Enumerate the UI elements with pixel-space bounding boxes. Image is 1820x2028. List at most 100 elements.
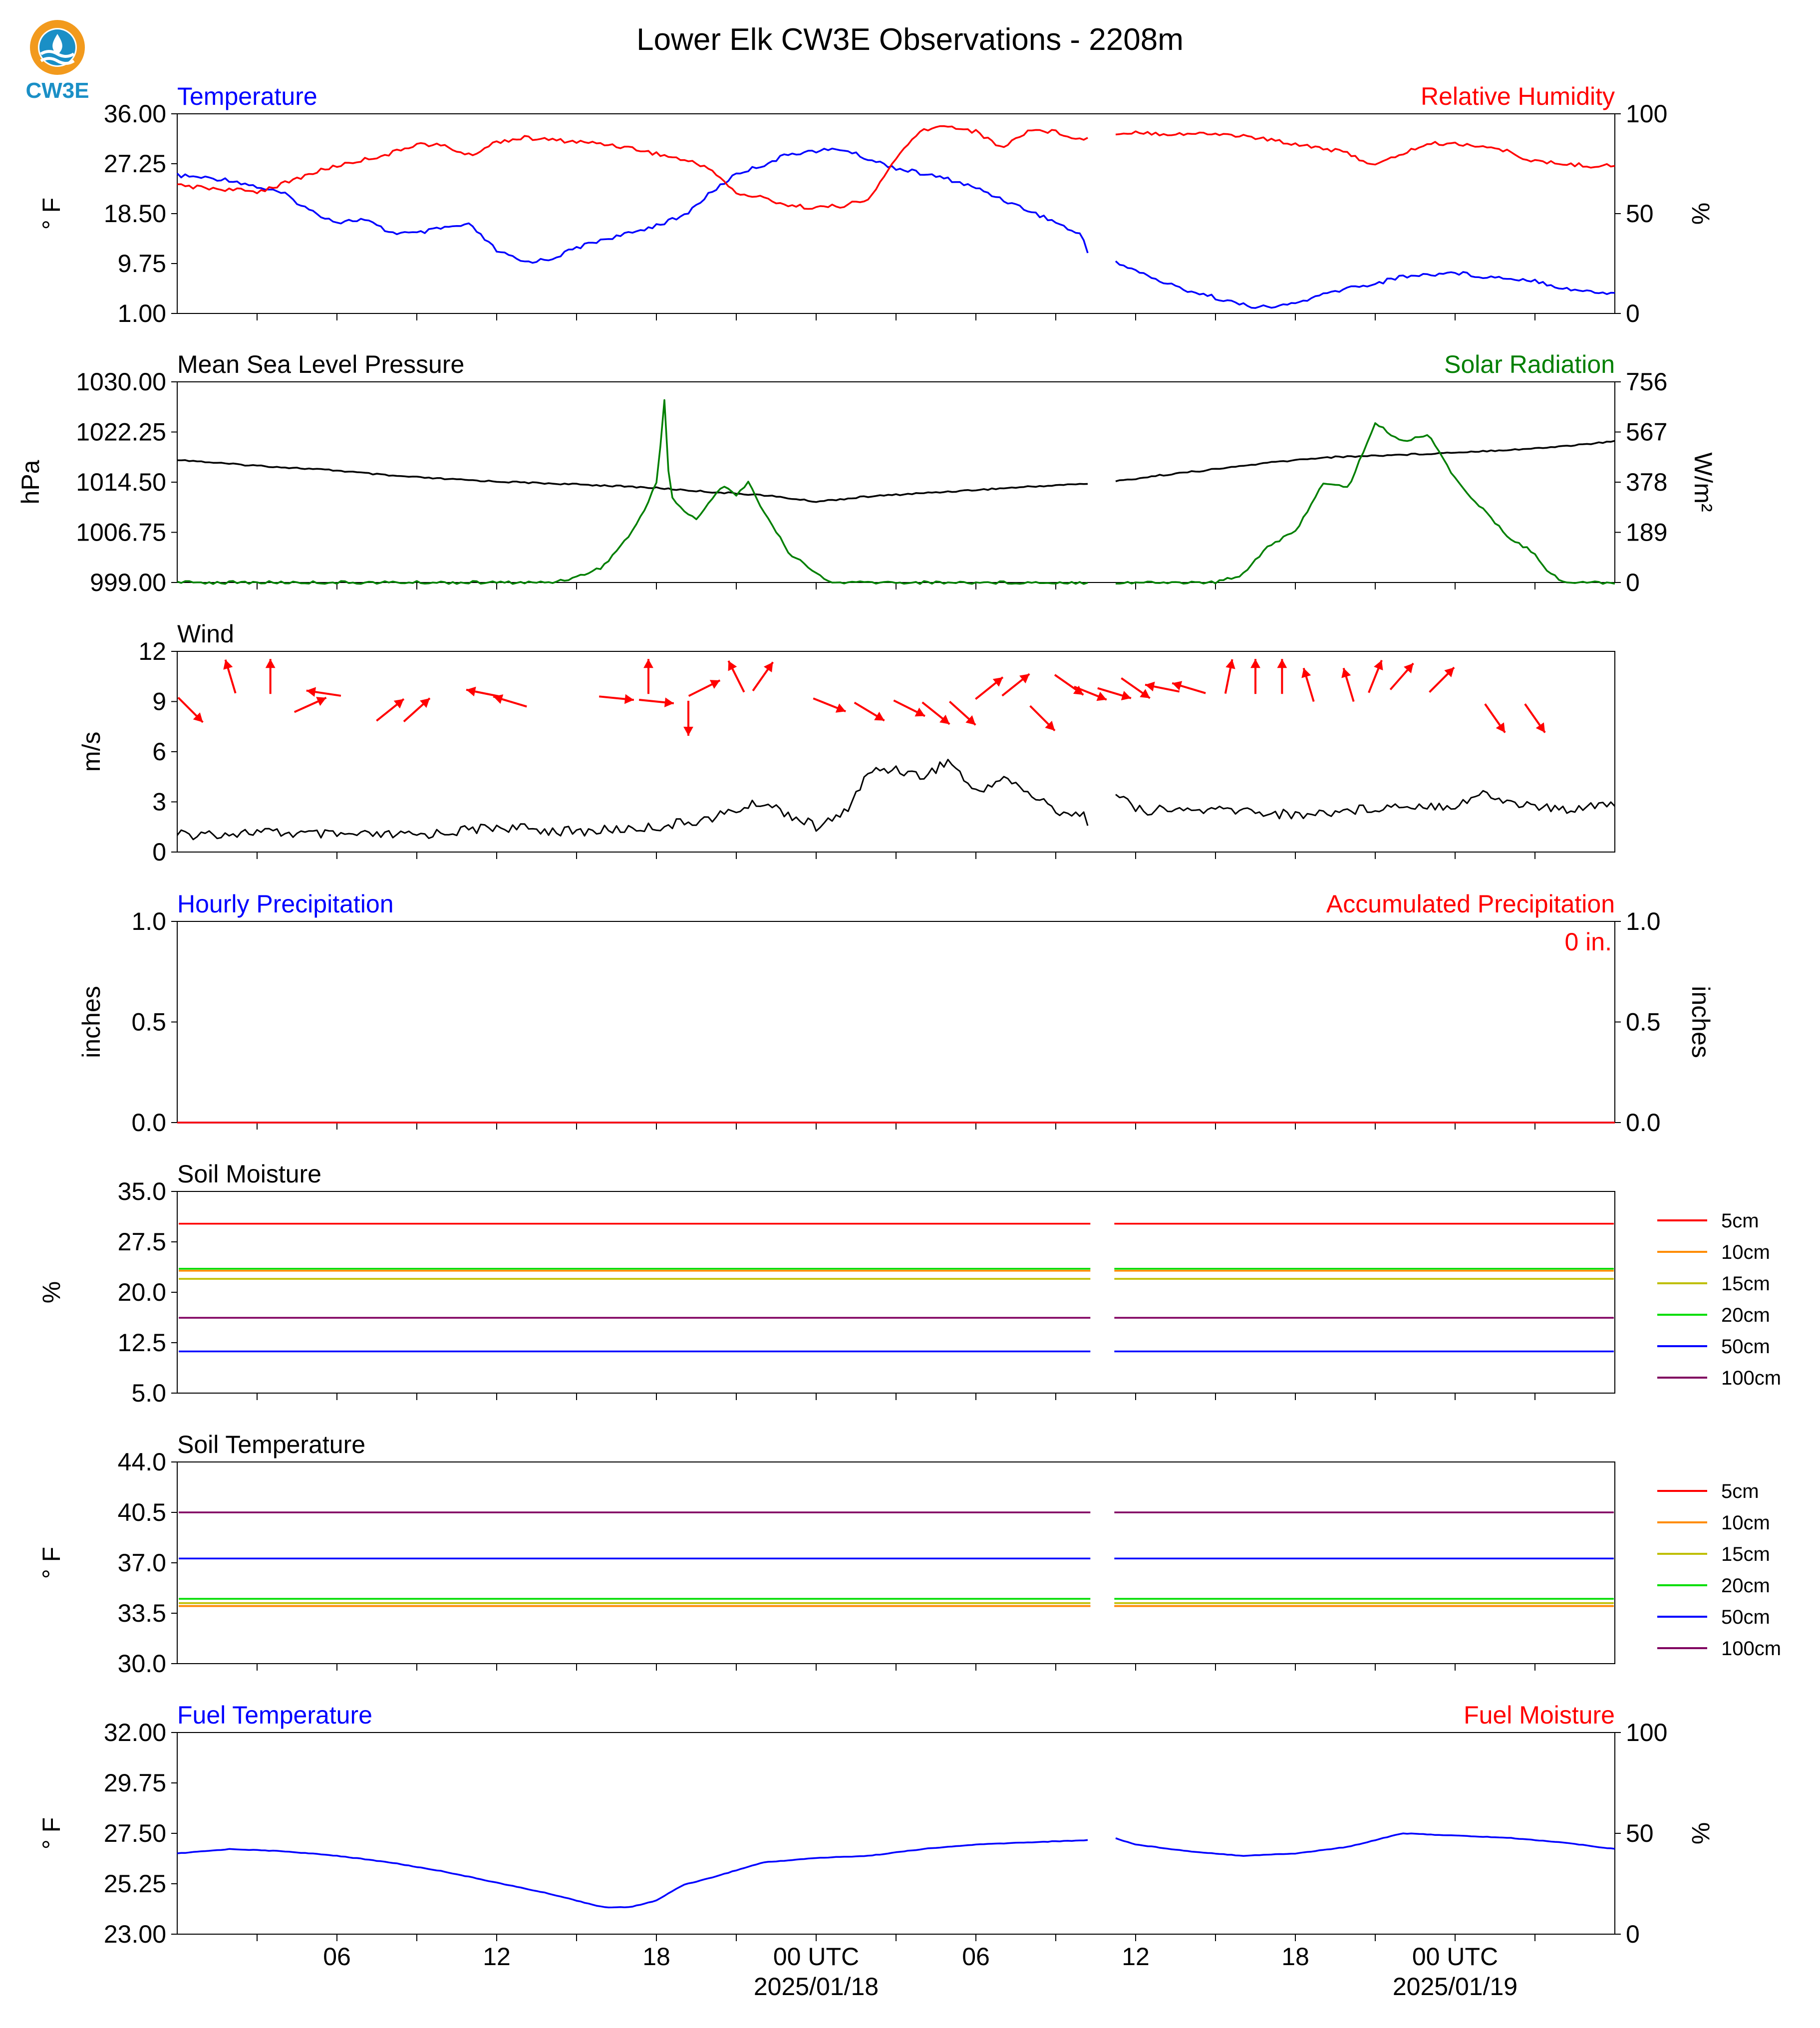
series-line bbox=[176, 147, 1615, 309]
y-tick-label-left: 23.00 bbox=[104, 1920, 166, 1948]
y-tick-label-left: 30.0 bbox=[118, 1650, 166, 1678]
y-tick-label-left: 9 bbox=[152, 688, 166, 716]
y-tick-label-left: 27.25 bbox=[104, 150, 166, 178]
series-line bbox=[177, 399, 1615, 585]
legend-label: 10cm bbox=[1721, 1512, 1770, 1534]
x-tick-label: 06 bbox=[323, 1943, 351, 1971]
y-tick-label-left: 18.50 bbox=[104, 200, 166, 228]
y-tick-label-left: 6 bbox=[152, 738, 166, 766]
chart-panel-1: Temperature Relative Humidity 1.00 9.75 18.5… bbox=[37, 82, 1715, 327]
wind-arrow-head bbox=[1496, 722, 1506, 733]
wind-arrow-head bbox=[1404, 663, 1414, 673]
series-line bbox=[177, 125, 1615, 210]
wind-arrow-head bbox=[643, 659, 653, 668]
legend-label: 100cm bbox=[1721, 1367, 1781, 1389]
wind-arrow-head bbox=[965, 715, 976, 725]
x-tick-label: 18 bbox=[642, 1943, 670, 1971]
y-tick-label-left: 36.00 bbox=[104, 100, 166, 128]
wind-arrow-head bbox=[939, 714, 950, 724]
y-axis-label-left: inches bbox=[77, 986, 105, 1058]
y-tick-label-left: 9.75 bbox=[118, 250, 166, 278]
y-axis-label-left: % bbox=[37, 1281, 65, 1303]
wind-arrow-head bbox=[265, 659, 276, 668]
y-tick-label-left: 1030.00 bbox=[76, 368, 166, 396]
wind-arrow-head bbox=[1444, 667, 1455, 677]
wind-arrow-head bbox=[1535, 722, 1545, 733]
y-tick-label-left: 29.75 bbox=[104, 1769, 166, 1797]
y-tick-label-left: 40.5 bbox=[118, 1498, 166, 1526]
y-axis-label-left: hPa bbox=[16, 460, 44, 504]
accumulated-precip-annotation: 0 in. bbox=[1564, 928, 1612, 956]
panel-title-right: Accumulated Precipitation bbox=[1326, 890, 1615, 918]
legend-label: 5cm bbox=[1721, 1480, 1759, 1502]
wind-arrow-head bbox=[683, 727, 693, 736]
chart-panel-6: Soil Temperature 30.0 33.5 37.0 40.5 44.0 ° F 5… bbox=[37, 1431, 1781, 1678]
wind-arrow-head bbox=[664, 697, 674, 708]
y-tick-label-right: 100 bbox=[1626, 100, 1667, 128]
legend-label: 15cm bbox=[1721, 1273, 1770, 1295]
wind-arrow-head bbox=[223, 659, 233, 670]
y-tick-label-left: 12.5 bbox=[118, 1329, 166, 1357]
panel-title-left: Soil Temperature bbox=[177, 1431, 365, 1458]
y-axis-label-left: ° F bbox=[37, 198, 65, 230]
wind-arrow-head bbox=[1145, 681, 1155, 692]
legend-label: 10cm bbox=[1721, 1241, 1770, 1263]
panel-title-left: Soil Moisture bbox=[177, 1160, 321, 1188]
y-tick-label-left: 12 bbox=[138, 637, 166, 665]
series-line bbox=[176, 759, 1616, 841]
x-date-label: 2025/01/18 bbox=[754, 1973, 879, 2001]
chart-panel-3: Wind 0 3 6 9 12 m/s bbox=[77, 620, 1616, 866]
chart-panel-2: Mean Sea Level Pressure Solar Radiation 99… bbox=[16, 350, 1717, 596]
wind-arrow-head bbox=[316, 697, 326, 706]
y-tick-label-left: 25.25 bbox=[104, 1870, 166, 1898]
wind-arrow-head bbox=[624, 694, 634, 704]
y-tick-label-left: 3 bbox=[152, 788, 166, 816]
y-tick-label-left: 0.5 bbox=[131, 1008, 166, 1036]
logo-text: CW3E bbox=[25, 78, 89, 103]
figure-title: Lower Elk CW3E Observations - 2208m bbox=[636, 22, 1184, 57]
panel-title-left: Fuel Temperature bbox=[177, 1701, 372, 1729]
wind-arrow-head bbox=[1277, 659, 1287, 668]
y-tick-label-left: 32.00 bbox=[104, 1719, 166, 1746]
y-tick-label-right: 0.5 bbox=[1626, 1008, 1661, 1036]
wind-arrow-head bbox=[1096, 691, 1107, 701]
legend-label: 20cm bbox=[1721, 1575, 1770, 1597]
y-axis-label-left: m/s bbox=[77, 732, 105, 772]
panel-title-right: Relative Humidity bbox=[1421, 82, 1615, 110]
panel-title-left: Mean Sea Level Pressure bbox=[177, 350, 464, 378]
y-tick-label-right: 1.0 bbox=[1626, 907, 1661, 935]
legend-label: 5cm bbox=[1721, 1210, 1759, 1232]
y-tick-label-right: 567 bbox=[1626, 418, 1667, 446]
panel-title-left: Temperature bbox=[177, 82, 317, 110]
y-tick-label-left: 1022.25 bbox=[76, 418, 166, 446]
y-axis-label-right: W/m² bbox=[1689, 452, 1717, 512]
y-axis-label-left: ° F bbox=[37, 1547, 65, 1579]
wind-arrow-head bbox=[393, 699, 404, 709]
y-tick-label-left: 1.00 bbox=[118, 299, 166, 327]
wind-arrow-head bbox=[1172, 681, 1183, 691]
y-tick-label-right: 0 bbox=[1626, 299, 1640, 327]
wind-arrow-head bbox=[1073, 685, 1084, 695]
legend-label: 100cm bbox=[1721, 1638, 1781, 1660]
wind-arrow-head bbox=[1045, 721, 1055, 731]
y-tick-label-right: 756 bbox=[1626, 368, 1667, 396]
y-tick-label-right: 0.0 bbox=[1626, 1109, 1661, 1137]
y-axis-label-right: inches bbox=[1687, 986, 1715, 1058]
wind-arrow-head bbox=[763, 662, 773, 673]
y-tick-label-left: 33.5 bbox=[118, 1599, 166, 1627]
wind-arrow-head bbox=[709, 680, 720, 689]
chart-panel-5: Soil Moisture 5.0 12.5 20.0 27.5 35.0% 5cm 10cm… bbox=[37, 1160, 1781, 1407]
y-tick-label-right: 100 bbox=[1626, 1719, 1667, 1746]
wind-arrow-head bbox=[874, 711, 885, 721]
y-tick-label-left: 5.0 bbox=[131, 1379, 166, 1407]
y-axis-label-right: % bbox=[1687, 203, 1715, 225]
y-tick-label-right: 189 bbox=[1626, 519, 1667, 547]
y-tick-label-left: 27.5 bbox=[118, 1228, 166, 1256]
legend-label: 50cm bbox=[1721, 1606, 1770, 1628]
y-tick-label-left: 44.0 bbox=[118, 1448, 166, 1476]
wind-arrow-head bbox=[306, 687, 316, 697]
wind-arrow-head bbox=[1341, 668, 1351, 678]
x-tick-label: 18 bbox=[1281, 1943, 1309, 1971]
wind-arrow-head bbox=[1019, 674, 1030, 684]
